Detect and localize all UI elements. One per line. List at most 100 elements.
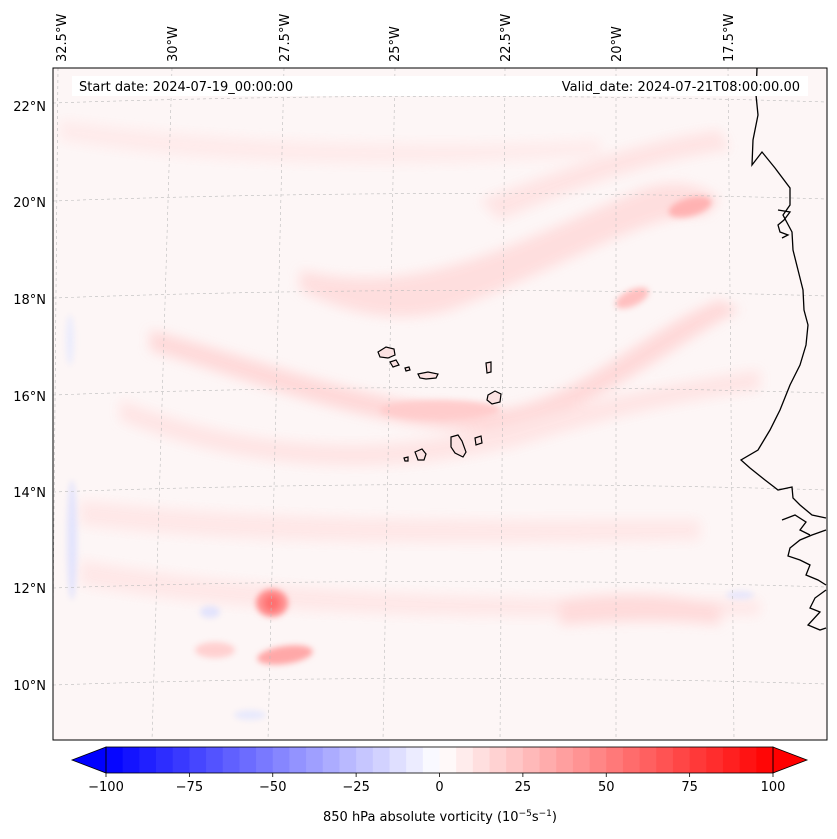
island-sal — [485, 361, 492, 374]
vorticity-bands — [60, 120, 760, 625]
colorbar-segment — [239, 747, 257, 773]
vorticity-maxima — [195, 196, 712, 665]
colorbar-segment — [256, 747, 274, 773]
colorbar-segment — [456, 747, 474, 773]
colorbar-segment — [406, 747, 424, 773]
map-panel: Start date: 2024-07-19_00:00:00 Valid_da… — [52, 67, 828, 741]
colorbar-segment — [139, 747, 157, 773]
colorbar-segments — [106, 747, 774, 773]
coast-notch — [777, 209, 792, 239]
colorbar-segment — [222, 747, 240, 773]
parallel-16N — [53, 387, 827, 396]
lon-tick-label: 30°W — [166, 26, 181, 62]
colorbar-segment — [739, 747, 757, 773]
lon-tick-label: 22.5°W — [499, 14, 514, 62]
lon-tick-label: 32.5°W — [55, 14, 70, 62]
colorbar-segment — [489, 747, 507, 773]
meridian-25W — [382, 68, 396, 740]
colorbar: −100 −75 −50 −25 0 25 50 75 100 850 hPa absolute… — [70, 746, 809, 825]
colorbar-tick-label: 100 — [761, 780, 786, 795]
colorbar-tick-label: −100 — [88, 780, 124, 795]
colorbar-segment — [639, 747, 657, 773]
lat-tick-label: 16°N — [13, 390, 46, 405]
colorbar-tick-label: −75 — [176, 780, 203, 795]
lat-tick-label: 20°N — [13, 196, 46, 211]
colorbar-segment — [339, 747, 357, 773]
colorbar-segment — [689, 747, 707, 773]
island-brava — [403, 456, 409, 462]
island-maio — [474, 435, 483, 446]
lon-tick-label: 17.5°W — [722, 14, 737, 62]
colorbar-segment — [389, 747, 407, 773]
annotation-background — [72, 76, 808, 96]
colorbar-segment — [539, 747, 557, 773]
colorbar-segment — [289, 747, 307, 773]
colorbar-label: 850 hPa absolute vorticity (10−5s−1) — [323, 809, 557, 825]
meridian-22.5W — [499, 68, 506, 740]
vorticity-field — [60, 120, 760, 720]
map-frame — [52, 67, 828, 741]
island-santo-antao — [377, 346, 396, 359]
colorbar-segment — [506, 747, 524, 773]
colorbar-segment — [272, 747, 290, 773]
coast-inlet — [781, 514, 811, 536]
colorbar-segment — [706, 747, 724, 773]
parallel-10N — [53, 677, 827, 686]
colorbar-tick-label: −25 — [342, 780, 369, 795]
colorbar-extend-low — [70, 746, 107, 774]
colorbar-segment — [589, 747, 607, 773]
parallel-14N — [53, 484, 827, 493]
colorbar-segment — [522, 747, 540, 773]
colorbar-segment — [622, 747, 640, 773]
colorbar-segment — [322, 747, 340, 773]
meridian-27.5W — [267, 68, 285, 740]
parallel-20N — [53, 193, 827, 202]
island-santa-luzia — [404, 366, 411, 372]
start-date-label: Start date: 2024-07-19_00:00:00 — [79, 80, 293, 95]
lat-tick-label: 12°N — [13, 582, 46, 597]
colorbar-tick-label: 75 — [681, 780, 698, 795]
colorbar-segment — [672, 747, 691, 773]
colorbar-segment — [189, 747, 207, 773]
coastline — [739, 68, 827, 631]
parallel-12N — [53, 580, 827, 589]
negative-vorticity-patches — [66, 315, 754, 720]
colorbar-segment — [156, 747, 174, 773]
colorbar-segment — [572, 747, 590, 773]
cabo-verde-islands — [377, 346, 502, 462]
colorbar-segment — [439, 747, 457, 773]
colorbar-segment — [472, 747, 490, 773]
parallel-22N — [53, 95, 827, 104]
colorbar-extend-high — [772, 746, 809, 774]
lat-tick-label: 18°N — [13, 293, 46, 308]
island-sao-nicolau — [417, 371, 439, 380]
colorbar-segment — [722, 747, 741, 773]
island-santiago — [450, 434, 467, 458]
colorbar-segment — [656, 747, 674, 773]
lon-tick-label: 27.5°W — [278, 14, 293, 62]
island-sao-vicente — [389, 359, 400, 368]
lon-tick-label: 20°W — [610, 26, 625, 62]
valid-date-label: Valid_date: 2024-07-21T08:00:00.00 — [562, 80, 800, 95]
colorbar-tick-label: 25 — [515, 780, 532, 795]
colorbar-segment — [422, 747, 440, 773]
colorbar-segment — [106, 747, 124, 773]
lat-tick-label: 22°N — [13, 100, 46, 115]
latitude-labels: 22°N 20°N 18°N 16°N 14°N 12°N 10°N — [13, 100, 46, 694]
colorbar-tick-label: 0 — [435, 780, 443, 795]
island-fogo — [414, 448, 427, 461]
longitude-labels: 32.5°W 30°W 27.5°W 25°W 22.5°W 20°W 17.5… — [55, 14, 737, 62]
colorbar-segment — [306, 747, 324, 773]
colorbar-segment — [756, 747, 774, 773]
colorbar-segment — [556, 747, 574, 773]
colorbar-segment — [122, 747, 140, 773]
colorbar-segment — [372, 747, 390, 773]
graticule — [53, 68, 827, 740]
meridian-32.5W — [53, 68, 59, 662]
lat-tick-label: 10°N — [13, 679, 46, 694]
island-boa-vista — [486, 390, 502, 405]
meridian-17.5W — [727, 68, 735, 740]
colorbar-tick-label: −50 — [259, 780, 286, 795]
colorbar-segment — [206, 747, 224, 773]
